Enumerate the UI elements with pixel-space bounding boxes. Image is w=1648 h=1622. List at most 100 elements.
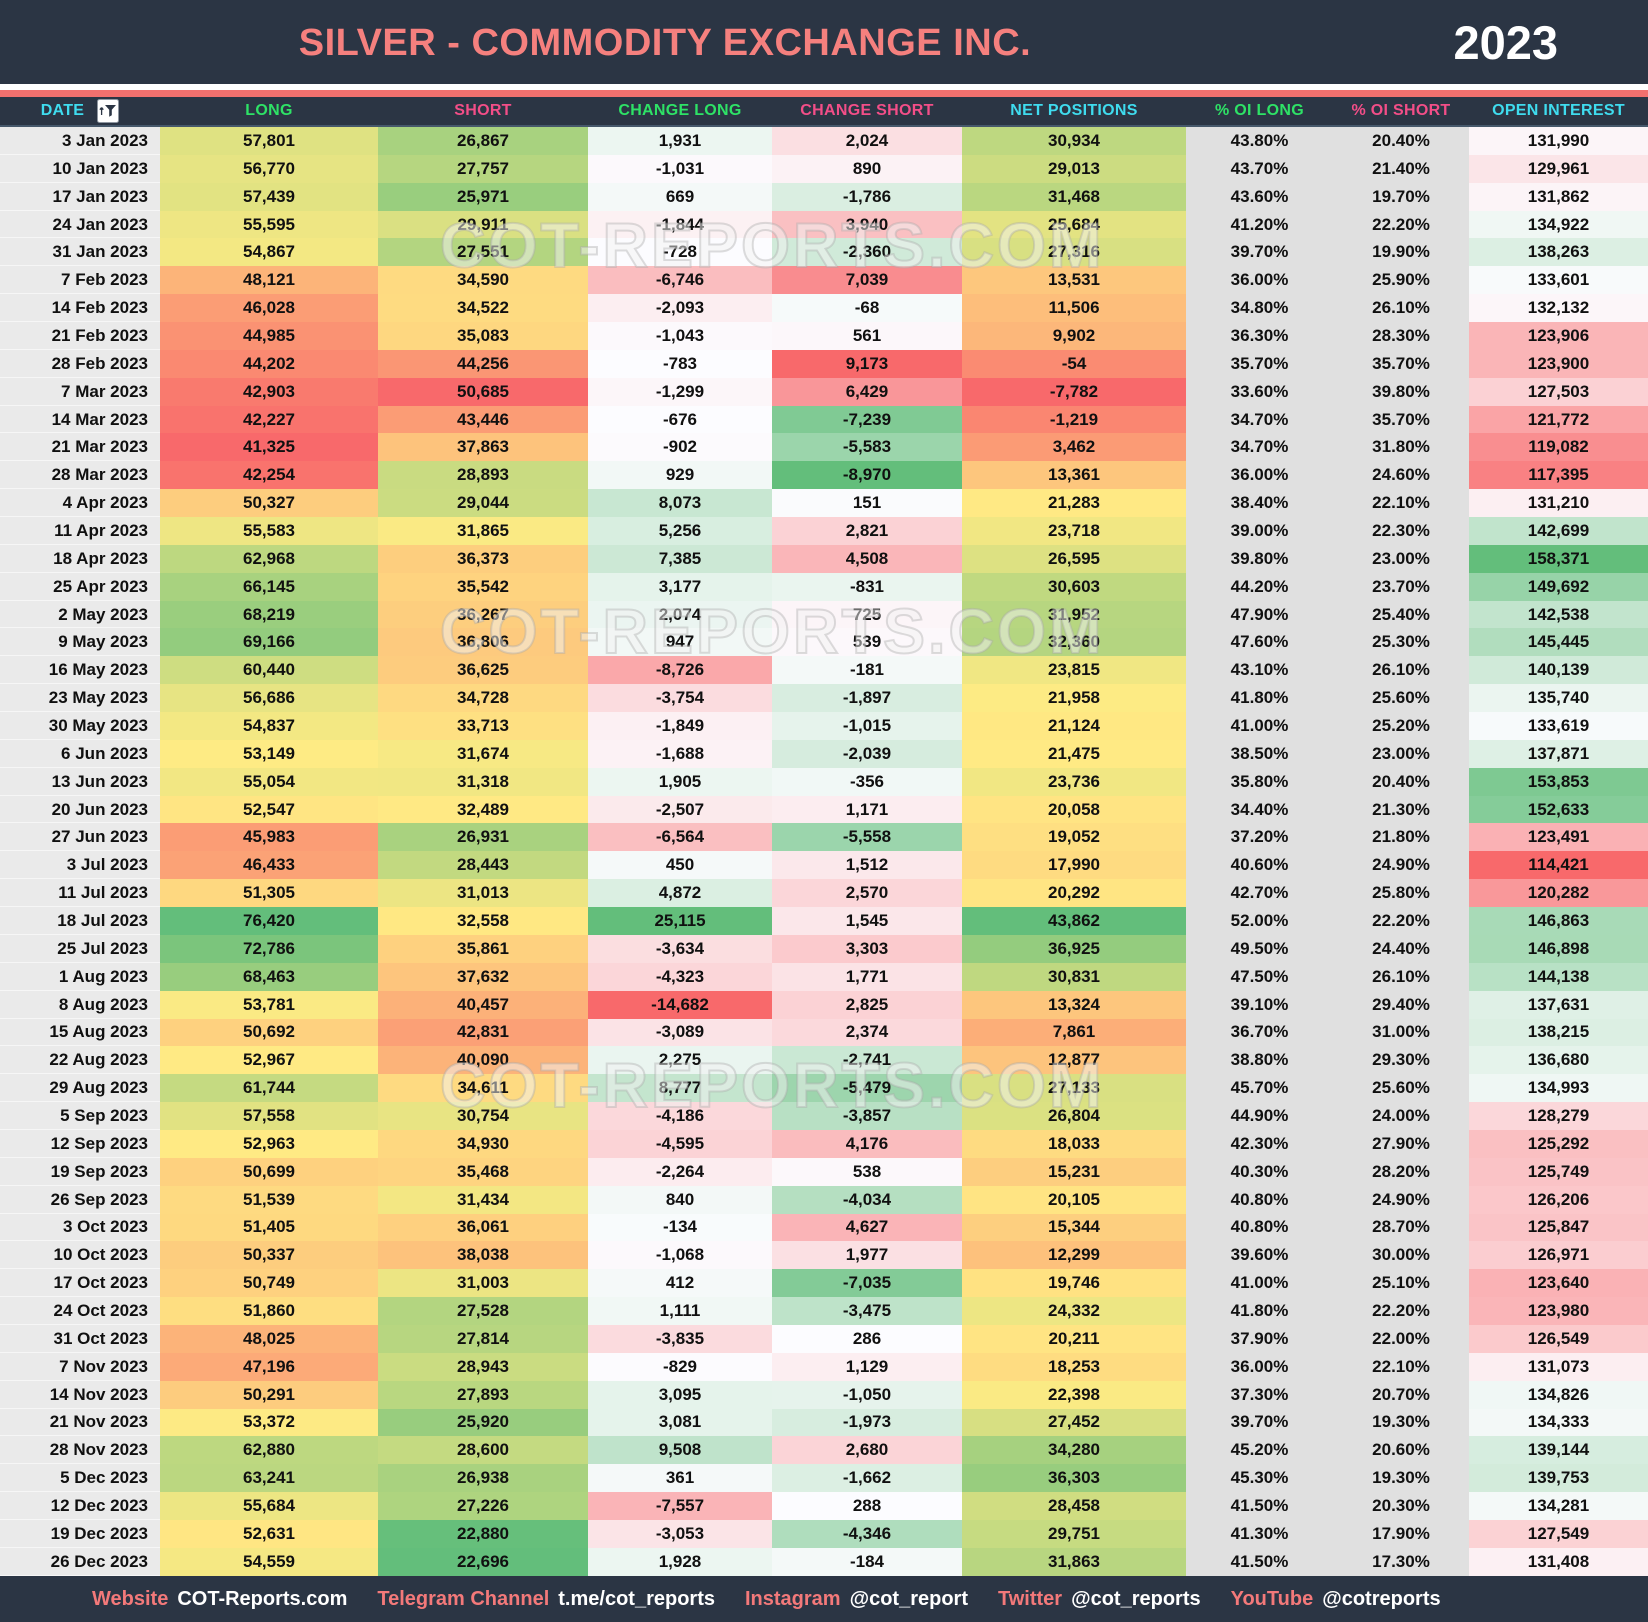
cell-long: 53,149: [160, 739, 378, 768]
cell-net_positions: -7,782: [962, 377, 1186, 406]
filter-icon[interactable]: [97, 99, 120, 123]
cell-long: 46,028: [160, 294, 378, 323]
table-row: 30 May 2023 54,837 33,713 -1,849 -1,015 21,12…: [0, 712, 1648, 740]
cell-pct_oi_short: 19.90%: [1333, 238, 1469, 267]
cell-pct_oi_short: 29.40%: [1333, 990, 1469, 1019]
cell-change_long: -3,053: [588, 1519, 772, 1548]
cell-open_interest: 146,898: [1469, 934, 1648, 963]
cell-pct_oi_short: 23.00%: [1333, 544, 1469, 573]
cell-change_long: -1,031: [588, 154, 772, 183]
cell-short: 42,831: [378, 1018, 588, 1047]
cell-date: 17 Oct 2023: [0, 1269, 160, 1298]
table-row: 21 Mar 2023 41,325 37,863 -902 -5,583 3,462 34…: [0, 433, 1648, 462]
cell-long: 62,968: [160, 544, 378, 573]
table-row: 14 Mar 2023 42,227 43,446 -676 -7,239 -1,219 3…: [0, 405, 1648, 434]
cell-change_long: 2,074: [588, 600, 772, 629]
cell-short: 33,713: [378, 712, 588, 740]
cell-date: 14 Mar 2023: [0, 405, 160, 434]
cell-open_interest: 139,753: [1469, 1464, 1648, 1493]
cell-long: 66,145: [160, 572, 378, 601]
cell-open_interest: 134,826: [1469, 1380, 1648, 1409]
cell-change_long: -829: [588, 1352, 772, 1381]
cell-net_positions: 28,458: [962, 1492, 1186, 1520]
cell-long: 55,583: [160, 517, 378, 545]
cell-change_short: -356: [772, 767, 962, 796]
table-row: 18 Jul 2023 76,420 32,558 25,115 1,545 43,862…: [0, 907, 1648, 935]
cell-pct_oi_short: 21.30%: [1333, 795, 1469, 824]
cell-pct_oi_long: 35.80%: [1186, 767, 1333, 796]
cell-date: 28 Mar 2023: [0, 461, 160, 490]
cell-short: 34,611: [378, 1074, 588, 1103]
cell-change_long: -3,835: [588, 1324, 772, 1353]
cell-net_positions: 30,603: [962, 572, 1186, 601]
cell-change_short: -5,558: [772, 823, 962, 852]
cell-change_short: -7,239: [772, 405, 962, 434]
cell-pct_oi_long: 44.20%: [1186, 572, 1333, 601]
column-header-pct_oi_short: % OI SHORT: [1333, 102, 1469, 120]
cell-net_positions: 23,736: [962, 767, 1186, 796]
cell-open_interest: 131,862: [1469, 182, 1648, 211]
cell-change_short: 1,129: [772, 1352, 962, 1381]
cell-change_short: 286: [772, 1324, 962, 1353]
cell-change_short: 2,024: [772, 127, 962, 155]
cell-change_long: -1,688: [588, 739, 772, 768]
cell-net_positions: 17,990: [962, 851, 1186, 880]
cell-short: 36,373: [378, 544, 588, 573]
footer-value: @cotreports: [1322, 1587, 1441, 1610]
cell-open_interest: 125,847: [1469, 1213, 1648, 1242]
table-row: 5 Dec 2023 63,241 26,938 361 -1,662 36,303 45.…: [0, 1464, 1648, 1493]
cell-change_long: -1,043: [588, 322, 772, 350]
cell-date: 25 Apr 2023: [0, 572, 160, 601]
cell-change_long: -2,507: [588, 795, 772, 824]
cell-long: 41,325: [160, 433, 378, 462]
cell-long: 44,985: [160, 322, 378, 350]
cell-pct_oi_long: 52.00%: [1186, 907, 1333, 935]
cell-long: 51,539: [160, 1185, 378, 1214]
cell-change_long: 3,081: [588, 1408, 772, 1437]
cell-date: 7 Mar 2023: [0, 377, 160, 406]
cell-open_interest: 134,922: [1469, 210, 1648, 239]
cell-change_short: -7,035: [772, 1269, 962, 1298]
cell-change_long: 3,095: [588, 1380, 772, 1409]
cell-open_interest: 142,699: [1469, 517, 1648, 545]
cell-pct_oi_short: 24.90%: [1333, 851, 1469, 880]
cell-change_long: 840: [588, 1185, 772, 1214]
cell-pct_oi_long: 41.00%: [1186, 712, 1333, 740]
cell-change_long: 25,115: [588, 907, 772, 935]
cell-change_short: -1,015: [772, 712, 962, 740]
cell-pct_oi_short: 28.30%: [1333, 322, 1469, 350]
cell-date: 23 May 2023: [0, 684, 160, 713]
cell-net_positions: 43,862: [962, 907, 1186, 935]
cell-change_long: 3,177: [588, 572, 772, 601]
cell-net_positions: 20,292: [962, 879, 1186, 908]
cell-short: 26,938: [378, 1464, 588, 1493]
table-row: 21 Nov 2023 53,372 25,920 3,081 -1,973 27,452…: [0, 1408, 1648, 1437]
cell-open_interest: 139,144: [1469, 1436, 1648, 1465]
cell-change_short: 2,374: [772, 1018, 962, 1047]
cell-open_interest: 127,549: [1469, 1519, 1648, 1548]
cell-pct_oi_long: 45.20%: [1186, 1436, 1333, 1465]
table-row: 28 Mar 2023 42,254 28,893 929 -8,970 13,361 36…: [0, 461, 1648, 490]
cell-date: 9 May 2023: [0, 628, 160, 657]
cell-date: 18 Apr 2023: [0, 544, 160, 573]
cell-net_positions: 15,344: [962, 1213, 1186, 1242]
cell-net_positions: 21,124: [962, 712, 1186, 740]
cell-open_interest: 121,772: [1469, 405, 1648, 434]
cell-pct_oi_long: 47.90%: [1186, 600, 1333, 629]
cell-change_long: 5,256: [588, 517, 772, 545]
cell-open_interest: 152,633: [1469, 795, 1648, 824]
cell-long: 55,054: [160, 767, 378, 796]
cell-change_long: -1,068: [588, 1241, 772, 1270]
cell-long: 48,025: [160, 1324, 378, 1353]
column-header-long: LONG: [160, 102, 378, 120]
cell-change_long: -134: [588, 1213, 772, 1242]
cell-date: 11 Apr 2023: [0, 517, 160, 545]
table-row: 22 Aug 2023 52,967 40,090 2,275 -2,741 12,877…: [0, 1046, 1648, 1075]
cell-change_short: 561: [772, 322, 962, 350]
cell-date: 3 Jan 2023: [0, 127, 160, 155]
table-row: 23 May 2023 56,686 34,728 -3,754 -1,897 21,95…: [0, 684, 1648, 713]
column-header-change_short: CHANGE SHORT: [772, 102, 962, 120]
cell-long: 42,254: [160, 461, 378, 490]
cell-open_interest: 132,132: [1469, 294, 1648, 323]
cell-change_short: -5,583: [772, 433, 962, 462]
